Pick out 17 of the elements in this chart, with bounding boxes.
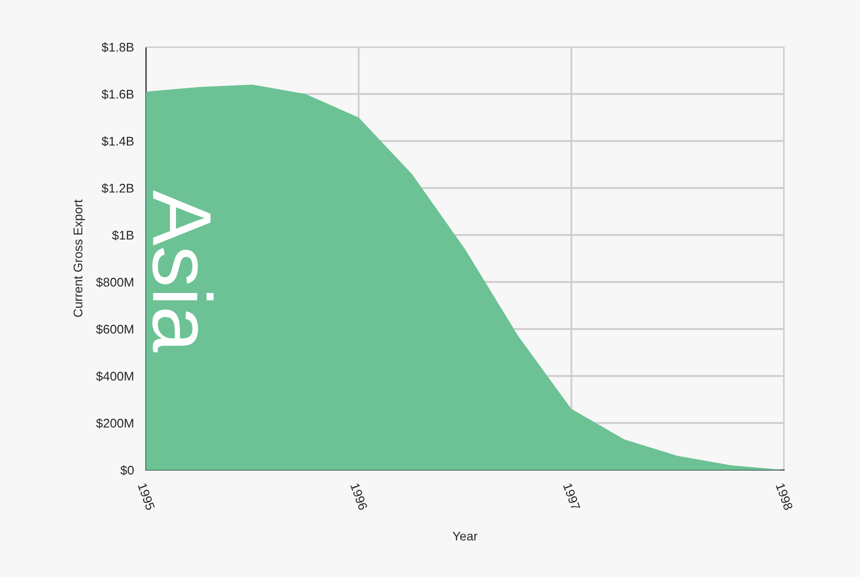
y-tick-label: $0	[120, 465, 134, 476]
x-tick-label: 1995	[138, 482, 156, 511]
x-axis-title: Year	[452, 532, 478, 541]
series-label: Asia	[152, 190, 214, 352]
x-tick-label: 1996	[350, 482, 368, 511]
y-tick-label: $1B	[112, 230, 134, 240]
x-tick-label: 1998	[776, 482, 794, 511]
y-tick-label: $600M	[96, 324, 134, 334]
y-tick-label: $400M	[96, 371, 134, 382]
y-tick-label: $200M	[96, 418, 134, 428]
y-tick-label: $800M	[96, 277, 134, 288]
y-tick-label: $1.2B	[102, 183, 134, 194]
y-tick-label: $1.6B	[102, 89, 134, 100]
x-tick-label: 1997	[563, 482, 580, 510]
y-axis-title: Current Gross Export	[74, 200, 85, 317]
y-tick-label: $1.4B	[102, 136, 134, 146]
y-tick-label: $1.8B	[102, 42, 134, 52]
